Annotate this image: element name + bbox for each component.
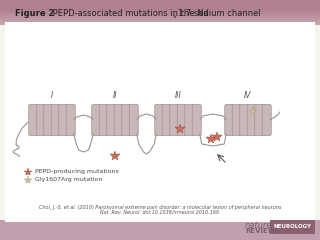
- FancyBboxPatch shape: [0, 20, 320, 21]
- Text: I: I: [51, 91, 53, 100]
- Text: Choi, J.-S. et al. (2010) Paroxysmal extreme pain disorder: a molecular lesion o: Choi, J.-S. et al. (2010) Paroxysmal ext…: [39, 204, 281, 210]
- FancyBboxPatch shape: [99, 104, 108, 136]
- FancyBboxPatch shape: [225, 104, 234, 136]
- FancyBboxPatch shape: [255, 104, 264, 136]
- FancyBboxPatch shape: [29, 104, 38, 136]
- FancyBboxPatch shape: [122, 104, 131, 136]
- FancyBboxPatch shape: [0, 16, 320, 17]
- FancyBboxPatch shape: [170, 104, 179, 136]
- FancyBboxPatch shape: [0, 17, 320, 18]
- Text: II: II: [113, 91, 117, 100]
- FancyBboxPatch shape: [162, 104, 171, 136]
- FancyBboxPatch shape: [247, 104, 256, 136]
- Text: NEUROLOGY: NEUROLOGY: [273, 224, 311, 229]
- FancyBboxPatch shape: [0, 23, 320, 24]
- FancyBboxPatch shape: [177, 104, 186, 136]
- FancyBboxPatch shape: [192, 104, 201, 136]
- FancyBboxPatch shape: [185, 104, 194, 136]
- FancyBboxPatch shape: [0, 19, 320, 20]
- Text: Nat. Rev. Neurol. doi:10.1038/nrneurol.2010.169: Nat. Rev. Neurol. doi:10.1038/nrneurol.2…: [100, 210, 220, 215]
- FancyBboxPatch shape: [270, 220, 315, 234]
- FancyBboxPatch shape: [240, 104, 249, 136]
- FancyBboxPatch shape: [5, 22, 315, 222]
- FancyBboxPatch shape: [0, 13, 320, 14]
- Text: PEPD-associated mutations in the Na: PEPD-associated mutations in the Na: [50, 10, 209, 18]
- FancyBboxPatch shape: [0, 15, 320, 16]
- Text: v: v: [173, 13, 177, 18]
- FancyBboxPatch shape: [0, 220, 320, 240]
- FancyBboxPatch shape: [66, 104, 75, 136]
- Text: IV: IV: [244, 91, 252, 100]
- FancyBboxPatch shape: [155, 104, 164, 136]
- FancyBboxPatch shape: [262, 104, 271, 136]
- Text: III: III: [175, 91, 181, 100]
- FancyBboxPatch shape: [59, 104, 68, 136]
- FancyBboxPatch shape: [0, 12, 320, 13]
- FancyBboxPatch shape: [0, 14, 320, 15]
- FancyBboxPatch shape: [44, 104, 53, 136]
- Text: Gly1607Arg mutation: Gly1607Arg mutation: [35, 178, 102, 182]
- FancyBboxPatch shape: [114, 104, 123, 136]
- Text: nature: nature: [245, 221, 273, 229]
- Text: REVIEWS: REVIEWS: [245, 228, 281, 234]
- FancyBboxPatch shape: [0, 22, 320, 23]
- FancyBboxPatch shape: [0, 21, 320, 22]
- FancyBboxPatch shape: [92, 104, 101, 136]
- Text: 1.7 sodium channel: 1.7 sodium channel: [178, 10, 261, 18]
- FancyBboxPatch shape: [232, 104, 241, 136]
- FancyBboxPatch shape: [36, 104, 45, 136]
- FancyBboxPatch shape: [0, 24, 320, 25]
- FancyBboxPatch shape: [107, 104, 116, 136]
- FancyBboxPatch shape: [0, 0, 320, 25]
- Text: Figure 2: Figure 2: [15, 10, 54, 18]
- FancyBboxPatch shape: [0, 18, 320, 19]
- FancyBboxPatch shape: [51, 104, 60, 136]
- FancyBboxPatch shape: [129, 104, 138, 136]
- Text: PEPD-producing mutations: PEPD-producing mutations: [35, 169, 119, 174]
